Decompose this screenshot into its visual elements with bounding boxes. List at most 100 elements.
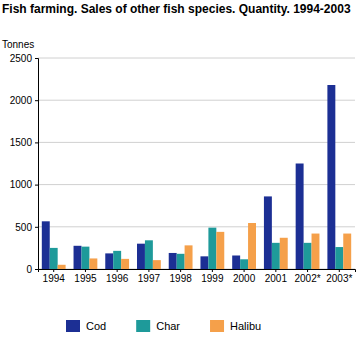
y-tick-label: 2000: [10, 95, 33, 106]
y-tick-mark: [35, 142, 38, 143]
bar: [296, 164, 304, 270]
x-tick: 1996: [106, 269, 129, 284]
x-tick: 1999: [201, 269, 224, 284]
legend-swatch: [66, 320, 80, 332]
bar: [208, 228, 216, 269]
y-tick: 500: [15, 222, 38, 233]
y-tick-label: 0: [26, 264, 32, 275]
y-tick-mark: [35, 100, 38, 101]
y-tick-mark: [35, 185, 38, 186]
y-tick-mark: [35, 227, 38, 228]
chart: Fish farming. Sales of other fish specie…: [0, 0, 361, 359]
bar: [121, 259, 129, 269]
grid-line: [38, 100, 355, 101]
bar: [81, 247, 89, 269]
grid-line: [38, 226, 355, 227]
bar: [232, 255, 240, 269]
x-tick-label: 1996: [106, 273, 129, 284]
x-tick-mark: [212, 269, 213, 272]
bar: [58, 265, 66, 269]
x-tick-label: 2000: [233, 273, 256, 284]
title-line: Fish farming. Sales of other fish specie…: [2, 2, 351, 16]
x-tick-label: 2002*: [294, 273, 320, 284]
bar: [177, 254, 185, 269]
legend-item: Char: [136, 320, 180, 332]
x-tick: 2001: [265, 269, 288, 284]
x-axis-line: [39, 270, 356, 273]
x-tick-label: 1997: [138, 273, 161, 284]
bar: [50, 248, 58, 269]
legend: Cod Char Halibu: [66, 320, 261, 332]
x-tick-mark: [117, 269, 118, 272]
bar: [327, 85, 335, 269]
y-axis-title: Tonnes: [2, 39, 34, 50]
x-tick-mark: [244, 269, 245, 272]
y-axis: 0 500 1000 1500 2000 2500: [10, 53, 39, 275]
y-tick: 1500: [10, 137, 38, 148]
x-tick: 1994: [43, 269, 66, 284]
bar: [153, 260, 161, 269]
bar: [113, 251, 121, 269]
y-tick-label: 2500: [10, 53, 33, 64]
x-tick-label: 1999: [201, 273, 224, 284]
x-tick: 2000: [233, 269, 256, 284]
x-axis: 1994 1995 1996 1997 1998 1999 2000 2001 2002* 200…: [39, 269, 356, 284]
bar: [335, 247, 343, 269]
x-tick-label: 2003*: [326, 273, 352, 284]
y-tick: 0: [26, 264, 38, 275]
x-tick-label: 1998: [170, 273, 193, 284]
title: Fish farming. Sales of other fish specie…: [2, 2, 351, 16]
x-tick: 1998: [170, 269, 193, 284]
x-tick-label: 1995: [74, 273, 97, 284]
x-tick-mark: [148, 269, 149, 272]
bar: [248, 223, 256, 269]
y-tick-mark: [35, 58, 38, 59]
bar: [216, 232, 224, 269]
bar: [105, 253, 113, 269]
legend-label: Char: [156, 320, 180, 332]
bar: [264, 196, 272, 269]
legend-label: Cod: [86, 320, 106, 332]
bar: [89, 258, 97, 269]
x-tick: 1997: [138, 269, 161, 284]
bar: [145, 240, 153, 269]
bar: [137, 244, 145, 269]
y-tick-mark: [35, 269, 38, 270]
y-tick-label: 1000: [10, 179, 33, 190]
x-tick-mark: [275, 269, 276, 272]
bars: [42, 85, 351, 269]
bar: [169, 253, 177, 269]
bar: [280, 238, 288, 269]
bar: [312, 234, 320, 269]
y-axis-line: [35, 59, 39, 270]
grid-line: [38, 142, 355, 143]
legend-item: Halibu: [210, 320, 261, 332]
bar: [42, 221, 50, 269]
legend-swatch: [136, 320, 150, 332]
x-tick-mark: [53, 269, 54, 272]
y-tick: 2500: [10, 53, 38, 64]
x-tick-mark: [339, 269, 340, 272]
bar: [200, 256, 208, 269]
y-tick: 2000: [10, 95, 38, 106]
x-tick-label: 1994: [43, 273, 66, 284]
bar: [272, 243, 280, 269]
grid-line: [38, 184, 355, 185]
y-tick-label: 1500: [10, 137, 33, 148]
grid-line: [38, 58, 355, 59]
x-tick: 2003*: [326, 269, 352, 284]
bar: [304, 243, 312, 269]
x-tick: 2002*: [294, 269, 320, 284]
legend-label: Halibu: [230, 320, 261, 332]
y-tick: 1000: [10, 179, 38, 190]
bar: [185, 245, 193, 269]
bar: [240, 259, 248, 269]
legend-item: Cod: [66, 320, 106, 332]
x-tick: 1995: [74, 269, 97, 284]
bar: [343, 234, 351, 269]
x-tick-mark: [85, 269, 86, 272]
x-tick-mark: [307, 269, 308, 272]
x-tick-label: 2001: [265, 273, 288, 284]
legend-swatch: [210, 320, 224, 332]
y-tick-label: 500: [15, 222, 32, 233]
